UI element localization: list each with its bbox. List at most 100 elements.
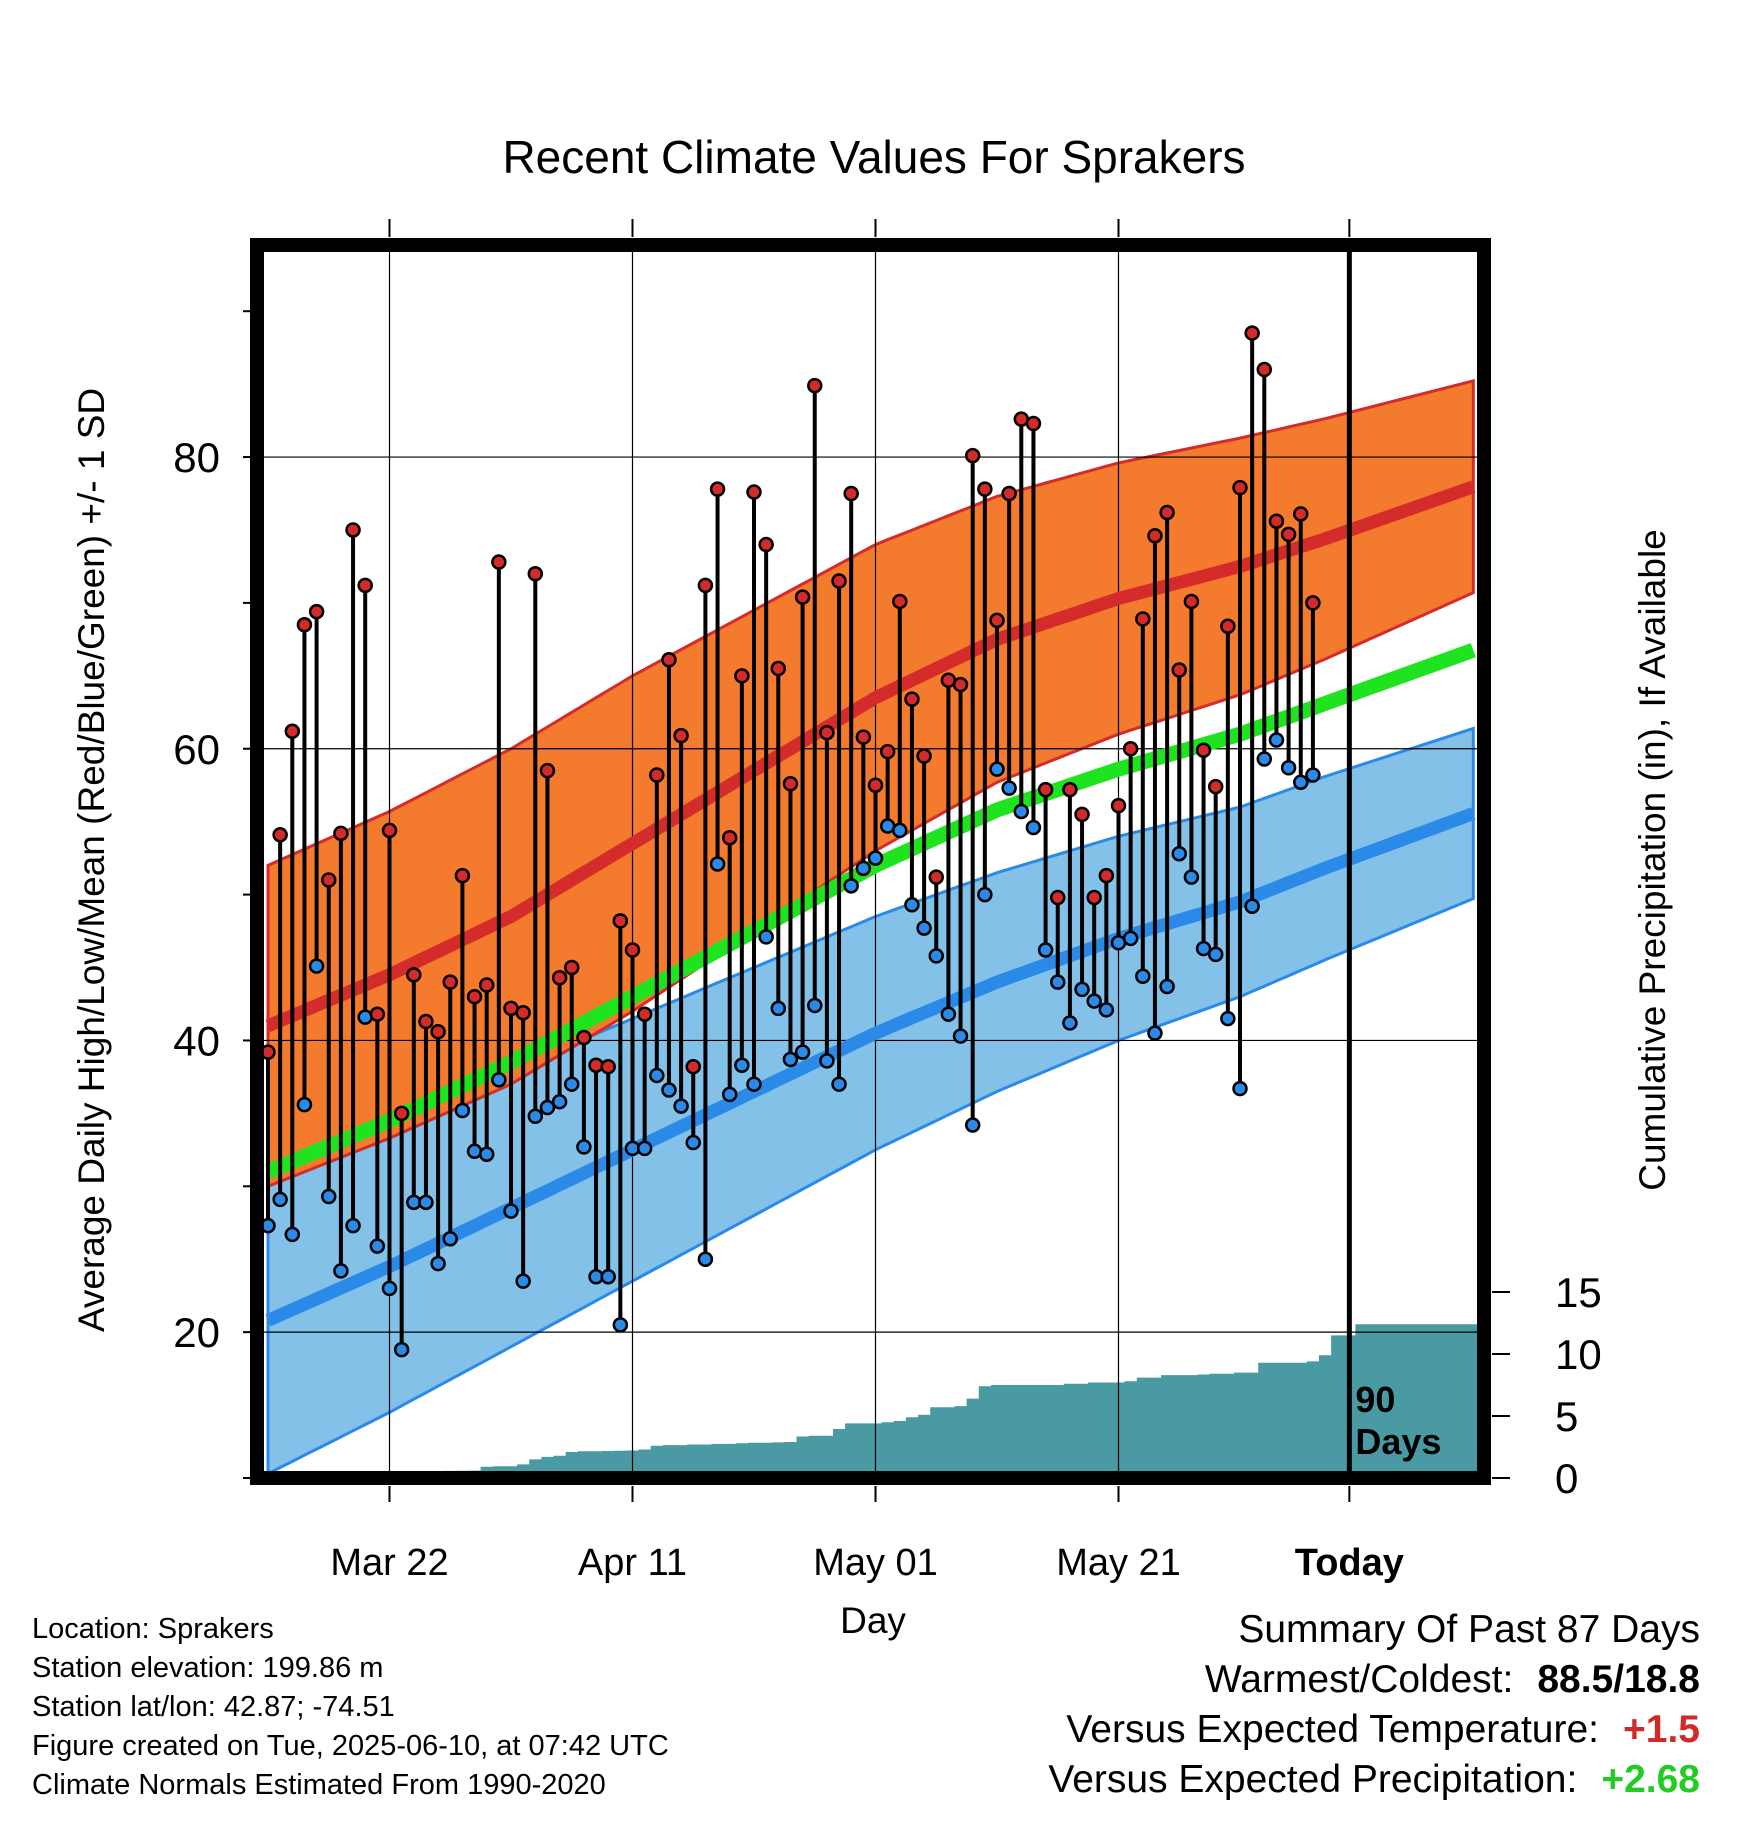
- low-point: [333, 1263, 349, 1279]
- low-point: [1037, 942, 1054, 958]
- days-marker-label-line: 90: [1355, 1379, 1395, 1420]
- high-point: [746, 484, 762, 500]
- low-point: [442, 1231, 458, 1247]
- low-normal-band: [266, 726, 1475, 1477]
- high-point: [430, 1023, 446, 1040]
- low-point: [964, 1117, 981, 1133]
- high-point: [600, 1058, 616, 1075]
- low-point: [819, 1053, 835, 1069]
- high-point: [1244, 325, 1260, 341]
- low-point: [843, 878, 859, 894]
- low-point: [418, 1194, 434, 1211]
- low-point: [612, 1317, 629, 1333]
- high-point: [721, 829, 738, 846]
- low-point: [977, 886, 993, 903]
- low-point: [1013, 803, 1030, 820]
- low-point: [551, 1093, 568, 1110]
- low-point: [636, 1140, 653, 1157]
- y2-axis-label: Cumulative Precipitation (in), If Availa…: [1632, 529, 1673, 1191]
- high-point: [1293, 506, 1309, 522]
- high-point: [478, 977, 495, 993]
- low-point: [1280, 759, 1297, 776]
- high-point: [709, 481, 726, 497]
- low-point: [284, 1226, 301, 1243]
- high-point: [1159, 504, 1175, 521]
- temp-label: Versus Expected Temperature:: [1066, 1708, 1599, 1751]
- low-point: [1025, 819, 1042, 836]
- high-point: [515, 1004, 531, 1021]
- y-tick-label: 40: [173, 1017, 220, 1064]
- low-point: [1268, 732, 1285, 748]
- high-point: [418, 1013, 434, 1030]
- low-point: [345, 1217, 361, 1234]
- low-point: [734, 1057, 750, 1073]
- high-point: [879, 743, 896, 760]
- y2-tick-label: 15: [1555, 1269, 1602, 1316]
- high-point: [272, 827, 288, 843]
- low-point: [1159, 978, 1175, 995]
- high-point: [661, 652, 677, 668]
- high-point: [697, 577, 714, 594]
- low-point: [770, 1000, 787, 1017]
- low-point: [916, 920, 932, 936]
- low-point: [1207, 946, 1224, 963]
- low-point: [1135, 968, 1151, 985]
- high-point: [406, 967, 422, 983]
- high-point: [831, 573, 847, 589]
- low-point: [807, 997, 823, 1014]
- left-axis-ticks: [243, 310, 251, 1479]
- high-point: [551, 969, 568, 986]
- low-point: [576, 1139, 592, 1155]
- high-point: [345, 522, 361, 538]
- high-point: [369, 1006, 386, 1022]
- low-point: [1183, 869, 1200, 885]
- low-point: [794, 1044, 811, 1060]
- station-elevation: Station elevation: 199.86 m: [32, 1652, 384, 1684]
- station-info: Location: Sprakers Station elevation: 19…: [32, 1610, 669, 1805]
- high-point: [454, 867, 471, 884]
- x-tick-label: Apr 11: [578, 1542, 687, 1584]
- low-point: [491, 1072, 507, 1088]
- high-point: [1207, 778, 1224, 795]
- high-point: [1147, 528, 1163, 544]
- y2-tick-label: 5: [1555, 1393, 1578, 1440]
- low-point: [904, 897, 920, 913]
- high-point: [1195, 742, 1212, 758]
- high-point: [770, 660, 787, 677]
- x-tick-label: Today: [1295, 1542, 1404, 1584]
- x-axis-label: Day: [840, 1600, 906, 1641]
- high-point: [928, 869, 944, 885]
- high-point: [1232, 479, 1248, 496]
- low-point: [454, 1102, 471, 1119]
- low-point: [600, 1268, 616, 1285]
- high-point: [685, 1058, 701, 1075]
- low-point: [758, 929, 774, 945]
- low-point: [1001, 780, 1017, 796]
- high-point: [1135, 611, 1151, 627]
- x-tick-label: May 21: [1056, 1542, 1181, 1584]
- high-point: [807, 377, 823, 394]
- high-point: [491, 554, 507, 570]
- high-point: [381, 822, 398, 839]
- high-point: [1086, 889, 1102, 906]
- high-point: [1062, 781, 1078, 798]
- high-point: [916, 748, 932, 764]
- low-point: [369, 1238, 386, 1254]
- low-point: [515, 1273, 531, 1289]
- low-point: [1050, 974, 1066, 990]
- low-point: [381, 1280, 398, 1297]
- low-point: [940, 1006, 957, 1022]
- summary-title: Summary Of Past 87 Days: [1238, 1608, 1700, 1651]
- low-point: [855, 860, 872, 877]
- low-point: [272, 1191, 288, 1208]
- right-axis-ticks: [1492, 1291, 1510, 1479]
- y-tick-label: 80: [173, 434, 220, 481]
- low-point: [782, 1051, 799, 1068]
- high-point: [758, 536, 774, 553]
- low-point: [1195, 940, 1212, 957]
- y-tick-label: 60: [173, 726, 220, 773]
- high-point: [892, 593, 908, 610]
- low-point: [357, 1009, 373, 1025]
- plot-frame: [250, 238, 1491, 1485]
